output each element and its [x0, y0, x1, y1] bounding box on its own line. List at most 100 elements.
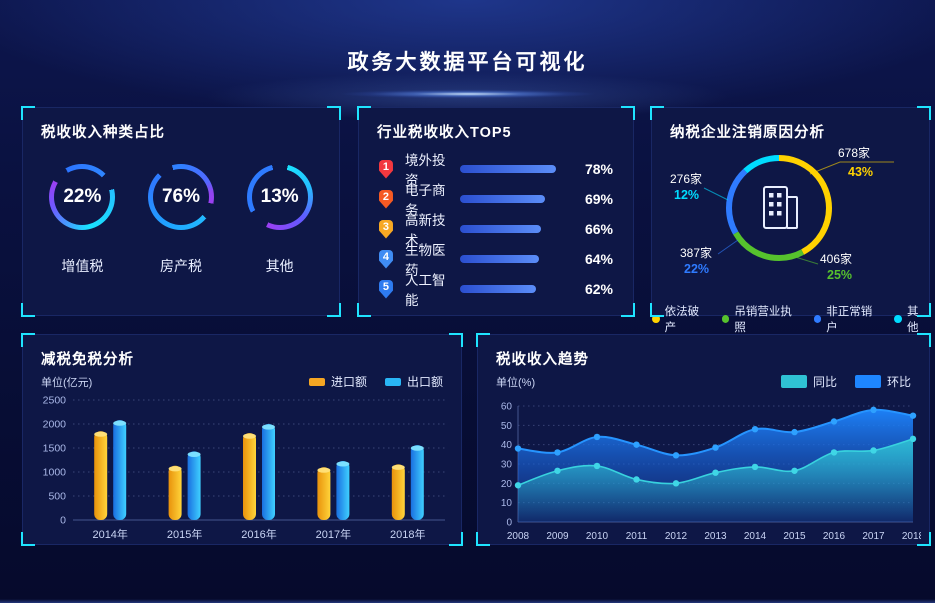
top5-bar-fill [459, 195, 546, 203]
svg-text:1500: 1500 [43, 443, 67, 455]
corner-bracket [621, 303, 635, 317]
top5-bar-fill [459, 285, 537, 293]
corner-bracket [476, 333, 490, 347]
top5-bar-fill [459, 225, 542, 233]
svg-text:2011: 2011 [626, 531, 648, 542]
chart-header: 单位(%) 同比 环比 [478, 369, 929, 390]
corner-bracket [650, 106, 664, 120]
svg-text:2009: 2009 [546, 531, 569, 542]
legend-dot [652, 315, 660, 323]
callout-percent: 43% [848, 165, 874, 179]
legend-item[interactable]: 吊销营业执照 [721, 303, 801, 335]
donut-vat: 22% 增值税 [49, 164, 116, 276]
legend-swatch [780, 375, 807, 388]
legend-label: 非正常销户 [826, 306, 873, 334]
svg-text:2010: 2010 [586, 531, 609, 542]
legend-item[interactable]: 进口额 [308, 373, 367, 390]
svg-text:30: 30 [501, 460, 513, 471]
legend-item[interactable]: 出口额 [384, 373, 443, 390]
panel-tax-trend: 税收收入趋势 单位(%) 同比 环比 0 10 20 30 40 50 60 2008 2009… [476, 333, 931, 546]
corner-bracket [917, 532, 931, 546]
callout-line [717, 239, 739, 255]
svg-text:2016: 2016 [823, 531, 846, 542]
callout-count: 406家 [820, 252, 853, 266]
corner-bracket [650, 303, 664, 317]
donut-other: 13% 其他 [246, 164, 313, 276]
svg-text:40: 40 [501, 440, 513, 451]
svg-text:2018: 2018 [902, 531, 921, 542]
svg-text:2012: 2012 [665, 531, 688, 542]
legend-item[interactable]: 环比 [854, 373, 911, 390]
svg-text:10: 10 [501, 498, 513, 509]
corner-bracket [357, 106, 371, 120]
legend-item[interactable]: 其他 [894, 303, 929, 335]
top5-bar-track [459, 255, 583, 263]
donut-group: 22% 增值税 76% 房产税 13% 其他 [23, 164, 339, 276]
top5-percent: 64% [584, 251, 613, 267]
top5-label: 高新技术 [404, 213, 446, 248]
top5-label: 生物医药 [404, 243, 446, 278]
svg-text:2018年: 2018年 [390, 527, 425, 541]
corner-bracket [21, 106, 35, 120]
donut-percent: 13% [260, 186, 299, 207]
panel-title: 纳税企业注销原因分析 [670, 125, 825, 141]
panel-tax-reduction: 减税免税分析 单位(亿元) 进口额 出口额 0 500 1000 1500 2000 25… [21, 333, 463, 546]
legend-item[interactable]: 依法破产 [652, 303, 709, 335]
callout-line [791, 255, 819, 265]
donut-property-tax: 76% 房产税 [147, 164, 214, 276]
rank-badge: 4 [379, 249, 393, 269]
corner-bracket [621, 106, 635, 120]
svg-text:0: 0 [506, 518, 512, 529]
rank-badge: 1 [379, 159, 393, 179]
corner-bracket [917, 333, 931, 347]
donut-ring: 13% [246, 164, 313, 230]
bar-chart: 0 500 1000 1500 2000 2500 2014年 2015年 2016年 2017年… [23, 390, 461, 555]
callout-percent: 22% [684, 262, 710, 276]
top5-percent: 62% [584, 281, 613, 297]
trend-chart-legend: 同比 环比 [780, 373, 911, 390]
panel-title: 行业税收收入TOP5 [377, 125, 512, 141]
panel-title: 税收收入趋势 [496, 352, 589, 368]
svg-text:60: 60 [501, 402, 513, 413]
callout-percent: 25% [827, 268, 853, 282]
svg-text:20: 20 [501, 479, 513, 490]
corner-bracket [917, 106, 931, 120]
callout-line [809, 161, 894, 175]
donut-label: 增值税 [61, 258, 104, 274]
top5-bar-fill [459, 255, 539, 263]
legend-dot [721, 315, 730, 323]
svg-text:2017: 2017 [862, 531, 885, 542]
top5-row: 4 生物医药 64% [379, 243, 613, 278]
donut-label: 房产税 [159, 258, 202, 274]
legend-item[interactable]: 非正常销户 [813, 303, 882, 335]
top5-percent: 78% [584, 161, 613, 177]
corner-bracket [449, 532, 463, 546]
callout-percent: 12% [674, 188, 700, 202]
corner-bracket [357, 303, 371, 317]
donut-percent: 76% [161, 186, 200, 207]
panel-deregistration-reasons: 纳税企业注销原因分析 678家 43% 276家 12% [650, 106, 931, 334]
svg-text:2013: 2013 [704, 531, 727, 542]
building-icon [763, 186, 798, 229]
top5-row: 2 电子商务 69% [379, 183, 613, 218]
top5-label: 境外投资 [404, 153, 446, 188]
svg-text:1000: 1000 [43, 467, 67, 479]
legend-label: 出口额 [406, 375, 443, 389]
rank-badge: 5 [379, 279, 393, 299]
svg-text:500: 500 [48, 491, 66, 503]
svg-text:0: 0 [60, 515, 66, 527]
callout-line [703, 187, 729, 201]
top5-row: 5 人工智能 62% [379, 273, 613, 308]
svg-text:2015: 2015 [783, 531, 806, 542]
top5-percent: 66% [584, 221, 613, 237]
top5-percent: 69% [584, 191, 613, 207]
trend-chart: 0 10 20 30 40 50 60 2008 2009 2010 2011 2012 2013 201… [478, 390, 929, 555]
legend-label: 吊销营业执照 [734, 306, 792, 334]
legend-label: 其他 [907, 306, 919, 334]
panel-tax-type-share: 税收收入种类占比 22% 增值税 76% 房产税 13% 其他 [21, 106, 341, 317]
corner-bracket [476, 532, 490, 546]
deregistration-donut-chart: 678家 43% 276家 12% 387家 22% 406家 25% [652, 144, 931, 299]
svg-text:2016年: 2016年 [241, 527, 276, 541]
title-glow-flare [297, 88, 638, 100]
legend-item[interactable]: 同比 [780, 373, 837, 390]
